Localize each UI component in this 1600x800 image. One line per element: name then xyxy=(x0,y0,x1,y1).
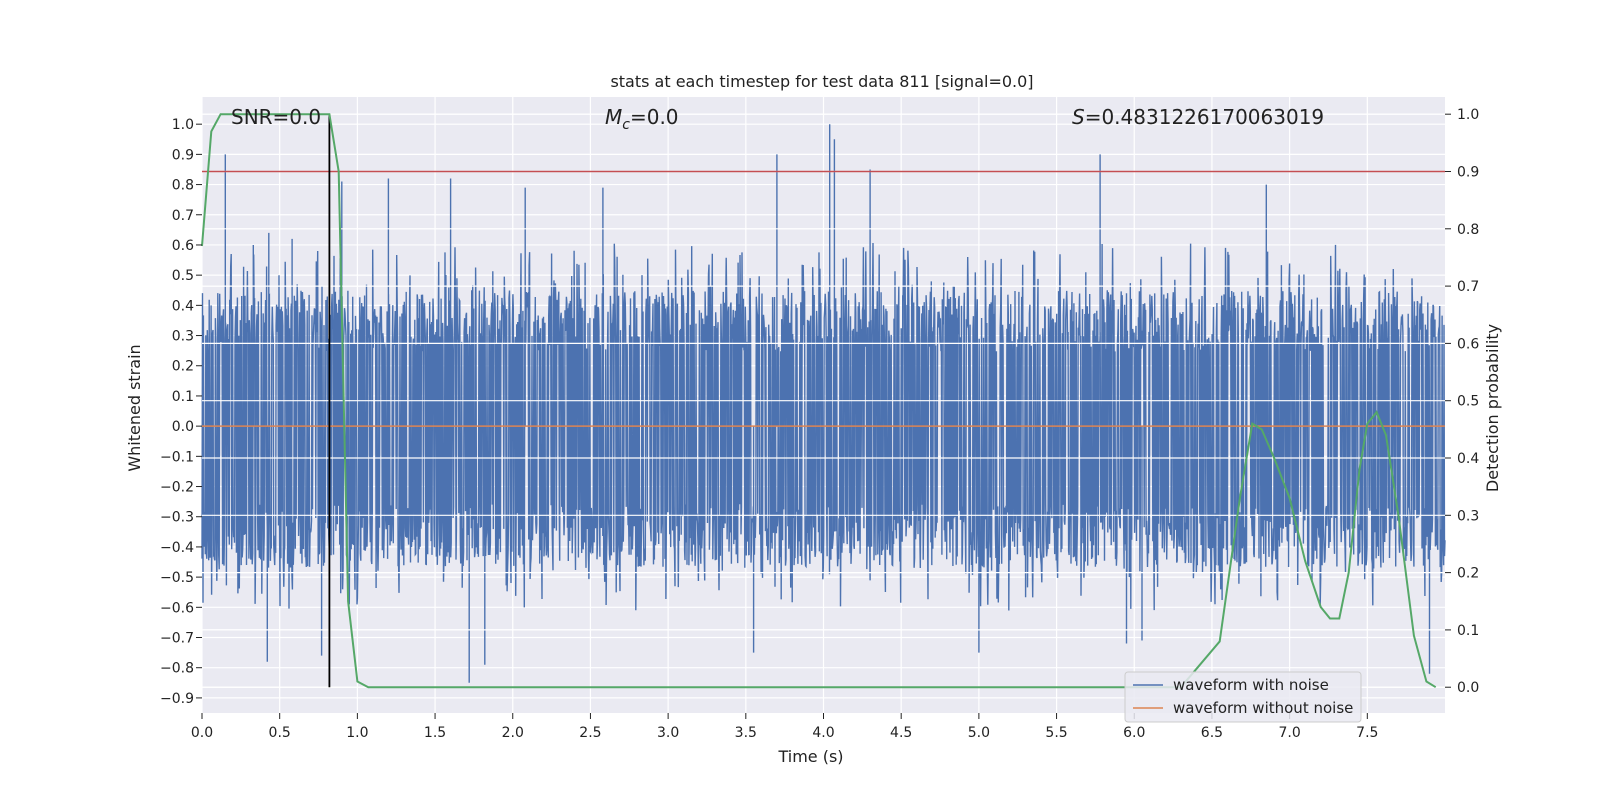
s-annotation: S=0.4831226170063019 xyxy=(1072,105,1324,129)
y-tick-label: 0.8 xyxy=(172,178,194,194)
x-tick-label: 2.0 xyxy=(502,725,524,741)
x-tick-label: 4.0 xyxy=(812,725,834,741)
y-tick-label: 0.4 xyxy=(172,298,194,314)
y-tick-label: −0.7 xyxy=(160,631,194,647)
y2-tick-label: 0.3 xyxy=(1457,508,1479,524)
x-tick-label: 3.5 xyxy=(735,725,757,741)
s-symbol: S xyxy=(1072,105,1085,129)
y-tick-label: −0.3 xyxy=(160,510,194,526)
chart-title: stats at each timestep for test data 811… xyxy=(610,72,1033,91)
y2-tick-label: 0.6 xyxy=(1457,336,1479,352)
legend-label-noise: waveform with noise xyxy=(1173,676,1329,694)
y-tick-label: 0.6 xyxy=(172,238,194,254)
line-layer xyxy=(201,113,1445,689)
x-tick-label: 4.5 xyxy=(890,725,912,741)
y-tick-label: −0.8 xyxy=(160,661,194,677)
y-tick-label: 0.9 xyxy=(172,147,194,163)
legend-label-clean: waveform without noise xyxy=(1173,699,1353,717)
y2-tick-label: 0.8 xyxy=(1457,222,1479,238)
y2-tick-label: 0.4 xyxy=(1457,451,1479,467)
y-tick-label: 0.5 xyxy=(172,268,194,284)
y2-tick-label: 0.1 xyxy=(1457,623,1479,639)
legend-box xyxy=(1124,671,1362,723)
x-axis-label: Time (s) xyxy=(777,747,843,766)
x-tick-label: 5.5 xyxy=(1045,725,1067,741)
y-tick-label: −0.5 xyxy=(160,570,194,586)
y2-tick-label: 0.0 xyxy=(1457,680,1479,696)
mc-subscript: c xyxy=(622,117,630,133)
y-tick-label: 1.0 xyxy=(172,117,194,133)
y2-tick-label: 0.7 xyxy=(1457,279,1479,295)
y-tick-label: −0.4 xyxy=(160,540,194,556)
mc-symbol: M xyxy=(605,105,622,129)
y2-axis-label: Detection probability xyxy=(1483,324,1502,492)
y-tick-label: −0.1 xyxy=(160,449,194,465)
y2-tick-label: 0.2 xyxy=(1457,566,1479,582)
x-tick-label: 6.0 xyxy=(1123,725,1145,741)
y-tick-label: 0.2 xyxy=(172,359,194,375)
mc-annotation: Mc=0.0 xyxy=(605,105,679,133)
y2-tick-label: 1.0 xyxy=(1457,107,1479,123)
x-tick-label: 2.5 xyxy=(579,725,601,741)
s-value: =0.4831226170063019 xyxy=(1085,105,1324,129)
y2-tick-label: 0.5 xyxy=(1457,394,1479,410)
x-tick-label: 7.5 xyxy=(1356,725,1378,741)
detection-probability-line xyxy=(201,113,1437,689)
mc-value: =0.0 xyxy=(630,105,679,129)
x-tick-label: 3.0 xyxy=(657,725,679,741)
x-tick-label: 1.0 xyxy=(346,725,368,741)
y2-tick-label: 0.9 xyxy=(1457,164,1479,180)
y-tick-label: 0.7 xyxy=(172,208,194,224)
y-axis-label: Whitened strain xyxy=(125,344,144,471)
y-tick-label: 0.3 xyxy=(172,329,194,345)
y-tick-label: −0.9 xyxy=(160,691,194,707)
x-tick-label: 7.0 xyxy=(1278,725,1300,741)
x-tick-label: 0.0 xyxy=(191,725,213,741)
x-tick-label: 6.5 xyxy=(1201,725,1223,741)
x-tick-label: 1.5 xyxy=(424,725,446,741)
y-tick-label: −0.2 xyxy=(160,480,194,496)
x-tick-label: 0.5 xyxy=(269,725,291,741)
x-tick-label: 5.0 xyxy=(968,725,990,741)
y-tick-label: 0.0 xyxy=(172,419,194,435)
legend: waveform with noise waveform without noi… xyxy=(1124,671,1362,723)
y-tick-label: 0.1 xyxy=(172,389,194,405)
y-tick-label: −0.6 xyxy=(160,600,194,616)
axes: 0.0 0.5 1.0 1.5 2.0 2.5 3.0 3.5 4.0 4.5 5.0 5.5 6.0 6… xyxy=(160,107,1479,741)
snr-annotation: SNR=0.0 xyxy=(231,105,321,129)
